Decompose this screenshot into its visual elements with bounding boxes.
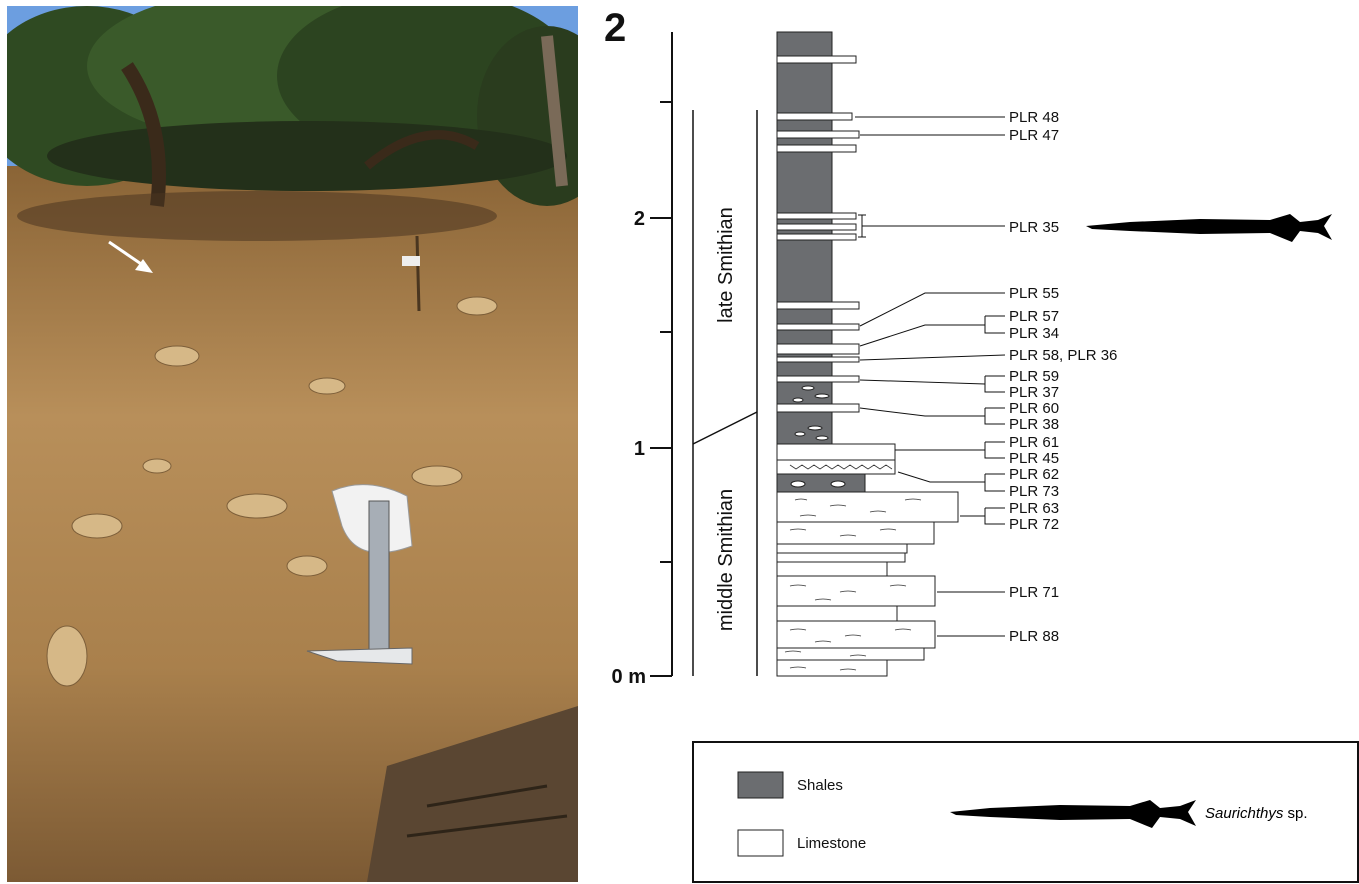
height-scale <box>650 32 673 677</box>
tree-trunks <box>121 35 568 207</box>
sample-label: PLR 61 <box>1009 434 1059 451</box>
sample-label: PLR 88 <box>1009 628 1059 645</box>
sample-labels: PLR 48 PLR 47 PLR 35 PLR 55 PLR 57 PLR 3… <box>1009 109 1117 645</box>
sample-label: PLR 34 <box>1009 325 1059 342</box>
limestone-swatch <box>737 829 784 857</box>
shadow <box>17 191 497 241</box>
sample-label: PLR 63 <box>1009 500 1059 517</box>
shale-unit-lower <box>776 473 866 493</box>
sample-label: PLR 73 <box>1009 483 1059 500</box>
sample-label: PLR 72 <box>1009 516 1059 533</box>
sample-label: PLR 71 <box>1009 584 1059 601</box>
outcrop-photo <box>7 6 578 882</box>
arrow-icon <box>108 240 153 273</box>
saurichthys-silhouette-icon <box>1086 214 1332 242</box>
tick-label-1: 1 <box>634 438 645 460</box>
rock-fragments <box>46 296 498 687</box>
sample-label: PLR 38 <box>1009 416 1059 433</box>
legend-shales-label: Shales <box>797 777 843 794</box>
legend-fish-icon <box>950 800 1196 828</box>
panel-number-2: 2 <box>604 6 627 50</box>
sample-label: PLR 45 <box>1009 450 1059 467</box>
sample-label: PLR 59 <box>1009 368 1059 385</box>
sample-label: PLR 58, PLR 36 <box>1009 347 1117 364</box>
sample-label: PLR 62 <box>1009 466 1059 483</box>
stage-late-smithian: late Smithian <box>715 207 737 323</box>
legend: Shales Limestone Saurichthys sp. <box>692 741 1359 883</box>
sample-label: PLR 57 <box>1009 308 1059 325</box>
lithologic-column <box>776 31 959 677</box>
sample-label: PLR 37 <box>1009 384 1059 401</box>
stage-brackets <box>692 110 758 676</box>
shale-swatch <box>737 771 784 799</box>
lamination-marks <box>784 464 922 671</box>
sample-label: PLR 55 <box>1009 285 1059 302</box>
sample-label: PLR 48 <box>1009 109 1059 126</box>
field-stake-icon <box>402 235 421 312</box>
tree-canopy <box>7 6 578 206</box>
legend-limestone-label: Limestone <box>797 835 866 852</box>
sample-leader-lines <box>855 116 1006 637</box>
sample-label: PLR 47 <box>1009 127 1059 144</box>
sample-label: PLR 60 <box>1009 400 1059 417</box>
sample-label: PLR 35 <box>1009 219 1059 236</box>
legend-taxon-label: Saurichthys sp. <box>1205 805 1308 822</box>
tick-label-0: 0 m <box>612 666 646 688</box>
rock-hammer-icon <box>306 484 413 665</box>
dark-shale-outcrop <box>367 706 578 882</box>
tick-label-2: 2 <box>634 208 645 230</box>
stage-middle-smithian: middle Smithian <box>715 489 737 631</box>
